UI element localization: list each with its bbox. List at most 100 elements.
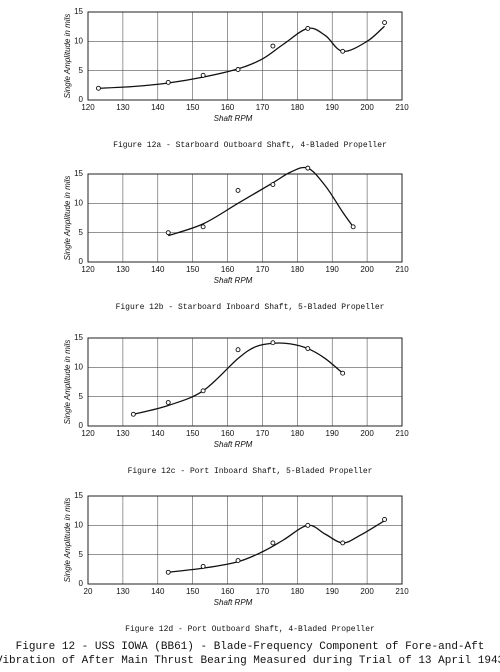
x-tick-label: 130: [116, 429, 130, 438]
y-tick-label: 15: [74, 169, 83, 178]
x-tick-label: 170: [256, 103, 270, 112]
data-point: [340, 370, 346, 376]
data-point: [165, 400, 171, 405]
data-point: [270, 182, 276, 188]
x-tick-label: 180: [291, 265, 305, 274]
data-point: [270, 540, 276, 546]
x-tick-label: 150: [186, 429, 200, 438]
fit-curve: [133, 342, 344, 415]
caption: Figure 12b - Starboard Inboard Shaft, 5-…: [116, 303, 385, 312]
x-tick-label: 140: [151, 429, 165, 438]
data-point: [200, 72, 206, 78]
x-tick-label: 180: [291, 429, 305, 438]
x-tick-label: 160: [221, 265, 235, 274]
x-tick-label: 210: [395, 587, 409, 596]
y-tick-label: 0: [79, 579, 84, 588]
x-tick-label: 130: [116, 265, 130, 274]
x-tick-label: 210: [395, 429, 409, 438]
data-point: [235, 187, 241, 193]
x-tick-label: 150: [186, 103, 200, 112]
x-tick-label: 160: [221, 429, 235, 438]
fit-curve: [98, 25, 385, 89]
y-tick-label: 10: [74, 362, 83, 371]
x-axis-label: Shaft RPM: [214, 114, 253, 123]
data-point: [200, 224, 206, 230]
data-point: [235, 558, 241, 563]
figure-caption: Figure 12 - USS IOWA (BB61) - Blade-Freq…: [16, 641, 485, 653]
data-point: [305, 25, 311, 31]
y-tick-label: 5: [79, 66, 84, 75]
y-tick-label: 5: [79, 228, 84, 237]
data-point: [165, 569, 171, 575]
y-tick-label: 15: [74, 7, 83, 16]
x-tick-label: 20: [84, 587, 93, 596]
x-tick-label: 190: [326, 103, 340, 112]
caption: Figure 12a - Starboard Outboard Shaft, 4…: [113, 141, 387, 150]
y-tick-label: 10: [74, 198, 83, 207]
plot-frame: [87, 173, 403, 263]
x-tick-label: 180: [291, 103, 305, 112]
x-tick-label: 200: [360, 103, 374, 112]
y-axis-label: Single Amplitude in mils: [63, 14, 72, 99]
x-tick-label: 150: [186, 587, 200, 596]
plot-frame: [87, 495, 403, 585]
data-point: [382, 517, 388, 522]
x-tick-label: 120: [81, 265, 95, 274]
x-tick-label: 210: [395, 103, 409, 112]
x-tick-label: 190: [326, 429, 340, 438]
figure-caption: Vibration of After Main Thrust Bearing M…: [0, 655, 500, 667]
y-tick-label: 10: [74, 36, 83, 45]
plot-frame: [87, 337, 403, 427]
x-tick-label: 140: [151, 103, 165, 112]
x-tick-label: 200: [360, 265, 374, 274]
y-tick-label: 5: [79, 550, 84, 559]
y-tick-label: 0: [79, 421, 84, 430]
x-tick-label: 200: [360, 587, 374, 596]
fit-curve: [168, 520, 385, 573]
data-point: [350, 224, 356, 230]
x-tick-label: 180: [291, 587, 305, 596]
fit-curve: [168, 166, 354, 237]
data-point: [235, 67, 241, 72]
x-tick-label: 140: [151, 587, 165, 596]
y-tick-label: 5: [79, 392, 84, 401]
y-axis-label: Single Amplitude in mils: [63, 340, 72, 425]
x-tick-label: 210: [395, 265, 409, 274]
caption: Figure 12c - Port Inboard Shaft, 5-Blade…: [128, 467, 373, 476]
data-point: [200, 563, 206, 569]
y-axis-label: Single Amplitude in mils: [63, 176, 72, 261]
x-tick-label: 130: [116, 103, 130, 112]
data-point: [305, 522, 311, 528]
data-point: [340, 540, 346, 546]
data-point: [382, 20, 388, 26]
x-tick-label: 170: [256, 429, 270, 438]
data-point: [305, 346, 311, 352]
data-point: [235, 347, 241, 353]
x-tick-label: 190: [326, 265, 340, 274]
data-point: [340, 48, 346, 54]
data-point: [270, 43, 276, 49]
y-axis-label: Single Amplitude in mils: [63, 498, 72, 583]
x-tick-label: 160: [221, 103, 235, 112]
y-tick-label: 15: [74, 491, 83, 500]
data-point: [200, 388, 206, 394]
data-point: [130, 411, 136, 417]
x-tick-label: 130: [116, 587, 130, 596]
x-tick-label: 170: [256, 587, 270, 596]
x-tick-label: 150: [186, 265, 200, 274]
x-tick-label: 190: [326, 587, 340, 596]
x-axis-label: Shaft RPM: [214, 440, 253, 449]
x-tick-label: 120: [81, 103, 95, 112]
y-tick-label: 15: [74, 333, 83, 342]
y-tick-label: 0: [79, 95, 84, 104]
x-axis-label: Shaft RPM: [214, 276, 253, 285]
y-tick-label: 0: [79, 257, 84, 266]
x-axis-label: Shaft RPM: [214, 598, 253, 607]
data-point: [165, 79, 171, 85]
data-point: [165, 230, 171, 236]
x-tick-label: 170: [256, 265, 270, 274]
data-point: [270, 340, 276, 346]
y-tick-label: 10: [74, 520, 83, 529]
data-point: [305, 165, 311, 171]
